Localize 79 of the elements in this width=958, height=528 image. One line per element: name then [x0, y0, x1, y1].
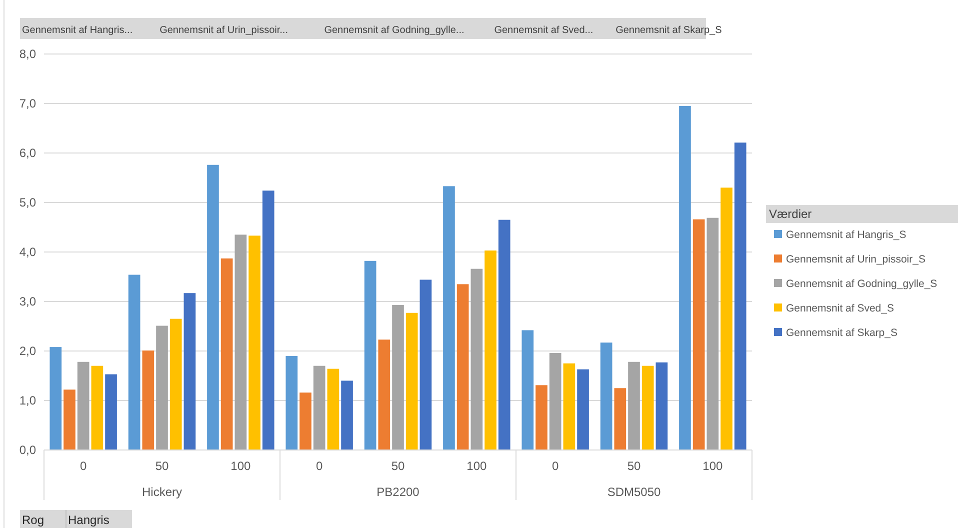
- x-tick-label: 100: [466, 459, 487, 473]
- legend-label: Gennemsnit af Sved_S: [786, 302, 894, 314]
- bar: [64, 390, 76, 450]
- bar: [378, 340, 390, 450]
- text: Rog: [22, 513, 44, 527]
- bar: [692, 219, 705, 450]
- text: Gennemsnit af Urin_pissoir...: [160, 25, 288, 36]
- bar: [549, 352, 562, 450]
- bar: [642, 366, 654, 450]
- y-tick-label: 6,0: [19, 146, 36, 160]
- bar: [420, 280, 432, 450]
- bar: [656, 362, 668, 450]
- bar: [406, 312, 418, 450]
- bar: [392, 304, 404, 450]
- x-tick-label: 50: [391, 459, 405, 473]
- y-tick-label: 5,0: [19, 196, 36, 210]
- bar: [77, 362, 90, 450]
- bar: [220, 258, 233, 450]
- y-tick-label: 8,0: [19, 47, 36, 61]
- bar: [50, 347, 62, 450]
- bar: [577, 369, 589, 450]
- bar: [341, 380, 353, 450]
- bar: [234, 234, 247, 450]
- bar: [91, 366, 104, 450]
- y-tick-label: 0,0: [19, 443, 36, 457]
- bar: [184, 293, 196, 450]
- bar: [142, 350, 154, 450]
- x-tick-label: 0: [80, 459, 87, 473]
- y-tick-label: 4,0: [19, 245, 36, 259]
- bar: [327, 368, 340, 450]
- bar: [456, 284, 469, 450]
- bar: [313, 366, 326, 450]
- bar: [614, 388, 626, 450]
- legend-label: Gennemsnit af Hangris_S: [786, 229, 906, 241]
- text: PB2200: [376, 485, 420, 499]
- bar: [734, 142, 746, 450]
- bar: [600, 342, 612, 450]
- legend-label: Gennemsnit af Skarp_S: [786, 327, 898, 339]
- bar: [248, 236, 260, 450]
- text: Gennemsnit af Hangris...: [22, 25, 133, 36]
- bar: [207, 164, 219, 450]
- x-tick-label: 100: [702, 459, 723, 473]
- bar: [628, 362, 640, 450]
- bar: [156, 326, 168, 450]
- y-tick-label: 3,0: [19, 294, 36, 308]
- bar: [679, 106, 691, 450]
- bar: [105, 374, 117, 450]
- text: Hickery: [142, 485, 182, 499]
- bar: [300, 392, 312, 450]
- bar: [286, 356, 298, 450]
- y-tick-label: 7,0: [19, 96, 36, 110]
- bar: [706, 218, 719, 450]
- legend-label: Gennemsnit af Godning_gylle_S: [786, 278, 938, 290]
- bar: [498, 220, 510, 450]
- bar: [522, 330, 534, 450]
- x-tick-label: 50: [627, 459, 641, 473]
- bar: [170, 318, 182, 450]
- x-tick-label: 50: [155, 459, 169, 473]
- bar: [128, 274, 140, 450]
- x-tick-label: 0: [552, 459, 559, 473]
- text: Hangris: [68, 513, 110, 527]
- text: Gennemsnit af Skarp_S: [616, 25, 722, 36]
- bar: [563, 363, 576, 450]
- bar: [470, 268, 483, 450]
- bar: [364, 260, 376, 450]
- bar: [536, 385, 548, 450]
- text: SDM5050: [607, 485, 661, 499]
- text: Gennemsnit af Sved...: [494, 25, 594, 36]
- text: Gennemsnit af Godning_gylle...: [324, 25, 464, 36]
- legend-label: Gennemsnit af Urin_pissoir_S: [786, 254, 926, 266]
- legend-title: Værdier: [769, 207, 812, 221]
- bar: [262, 190, 274, 450]
- bar: [484, 250, 496, 450]
- y-tick-label: 2,0: [19, 344, 36, 358]
- x-tick-label: 0: [316, 459, 323, 473]
- x-tick-label: 100: [230, 459, 251, 473]
- bar: [443, 186, 455, 450]
- bar: [720, 188, 732, 450]
- y-tick-label: 1,0: [19, 394, 36, 408]
